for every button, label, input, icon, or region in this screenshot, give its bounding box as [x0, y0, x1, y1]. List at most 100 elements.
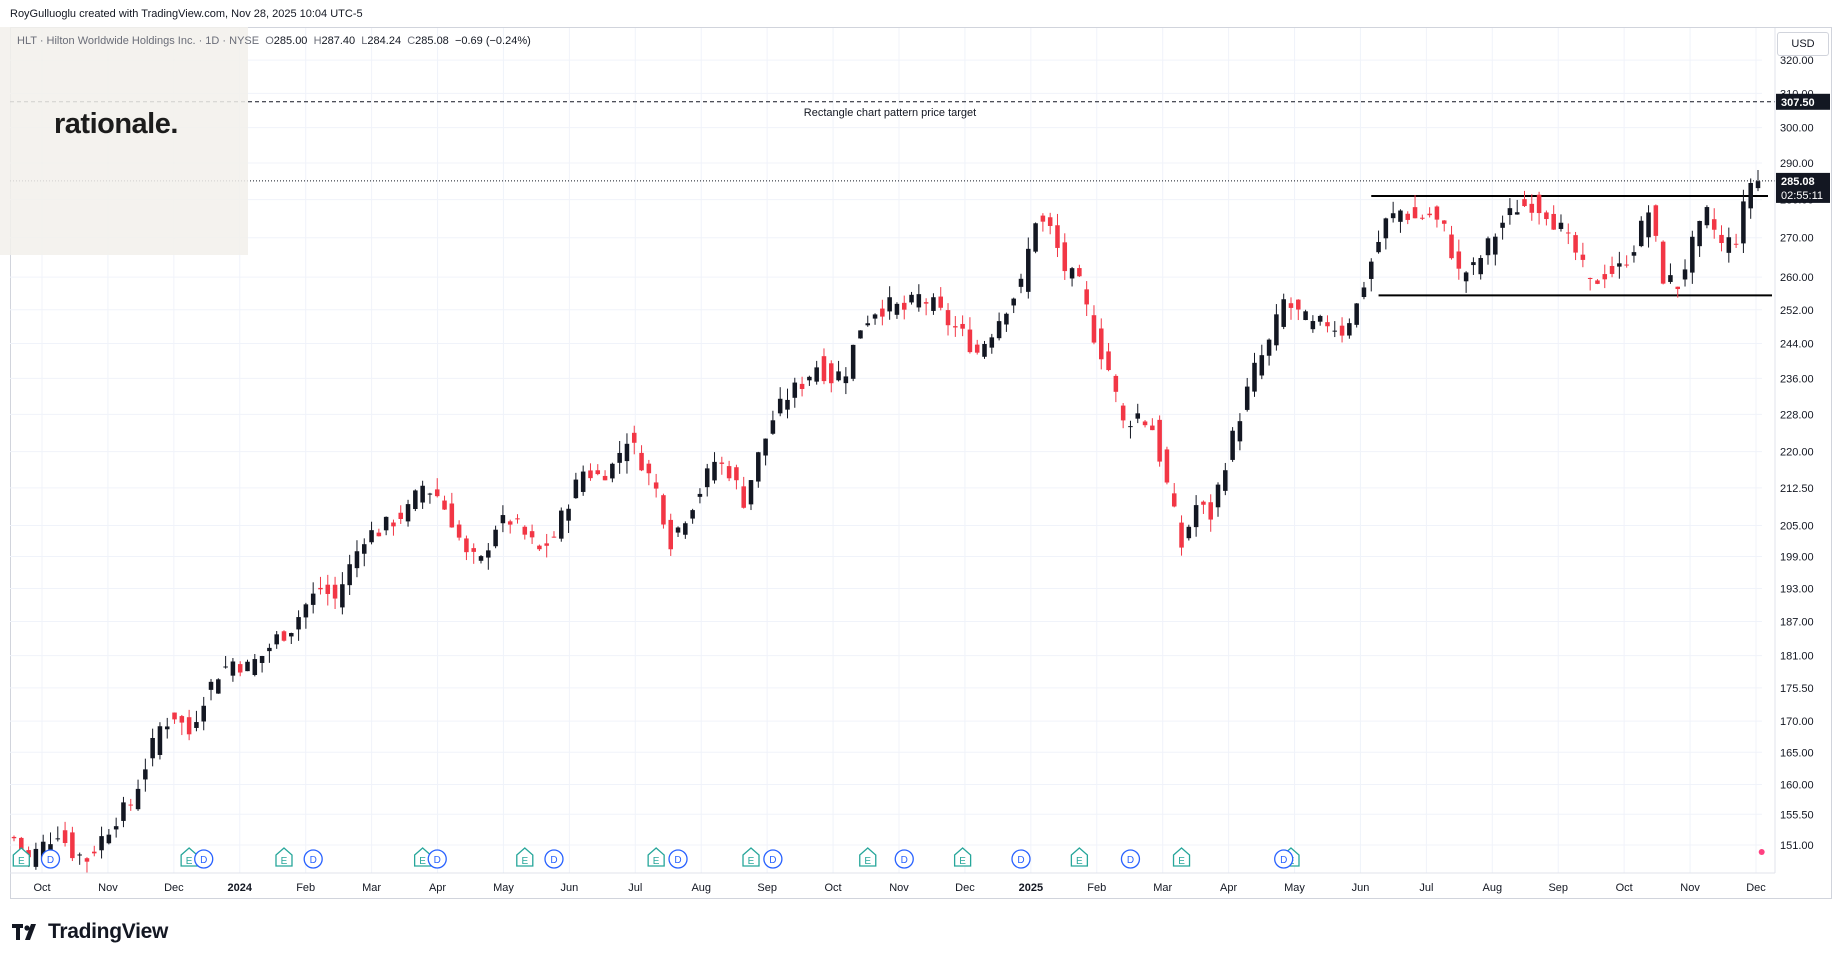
candle-body: [1368, 261, 1374, 279]
candle-body: [1471, 262, 1476, 266]
candle: [1449, 225, 1454, 260]
candle-body: [726, 466, 732, 479]
earnings-marker[interactable]: E: [647, 847, 665, 867]
candle: [960, 315, 965, 337]
price-tick-label: 300.00: [1780, 123, 1814, 135]
time-tick-label: Feb: [296, 882, 315, 894]
candle: [719, 456, 725, 475]
candle-body: [208, 681, 214, 690]
dividend-marker[interactable]: D: [194, 849, 214, 869]
candle: [1237, 413, 1243, 451]
time-tick-label: Nov: [98, 882, 118, 894]
candle: [1091, 305, 1097, 345]
dividend-marker[interactable]: D: [668, 849, 688, 869]
candle-body: [821, 356, 827, 382]
candle: [1631, 245, 1637, 263]
dividend-glyph: D: [674, 855, 681, 866]
dividend-marker[interactable]: D: [763, 849, 783, 869]
candle: [880, 299, 885, 326]
candle: [194, 710, 199, 732]
candle-body: [1704, 207, 1710, 226]
earnings-icon: [647, 847, 665, 867]
candle-body: [1587, 277, 1593, 279]
dividend-marker[interactable]: D: [427, 849, 447, 869]
candle: [1463, 271, 1469, 293]
candle-body: [836, 371, 841, 381]
candle-body: [1711, 219, 1717, 230]
dividend-icon: [1011, 849, 1031, 869]
candle-body: [1456, 251, 1462, 269]
dividend-marker[interactable]: D: [40, 849, 61, 869]
symbol-name[interactable]: HLT · Hilton Worldwide Holdings Inc. · 1…: [17, 35, 260, 47]
candle: [1208, 494, 1213, 532]
currency-selector[interactable]: USD: [1777, 32, 1829, 56]
candle: [1434, 205, 1440, 228]
candle: [340, 572, 345, 615]
candle-body: [1609, 265, 1615, 274]
earnings-marker[interactable]: E: [1070, 847, 1089, 867]
candle-body: [639, 452, 644, 471]
candle: [661, 493, 666, 529]
candle: [230, 657, 236, 682]
price-tick-label: 270.00: [1780, 233, 1814, 245]
time-tick-label: Jul: [1419, 882, 1433, 894]
earnings-marker[interactable]: E: [742, 847, 760, 867]
candle: [872, 313, 878, 325]
dividend-marker[interactable]: D: [894, 849, 914, 869]
earnings-marker[interactable]: E: [12, 847, 30, 867]
candle: [471, 543, 476, 564]
earnings-marker[interactable]: E: [516, 847, 534, 867]
dividend-marker[interactable]: D: [544, 849, 564, 869]
candle-body: [1420, 217, 1425, 219]
candle-body: [989, 337, 995, 348]
candle: [361, 538, 367, 567]
earnings-marker[interactable]: E: [859, 847, 877, 867]
earnings-marker[interactable]: E: [1172, 847, 1191, 867]
candle-body: [1186, 526, 1192, 539]
candle: [675, 526, 681, 538]
earnings-icon: [953, 847, 972, 867]
candle-body: [70, 832, 75, 859]
candle: [551, 531, 557, 538]
candle-body: [1668, 275, 1673, 282]
time-tick-label: 2024: [228, 882, 253, 894]
price-tick-label: 160.00: [1780, 779, 1814, 791]
grid-layer: [10, 28, 1762, 873]
earnings-glyph: E: [1178, 856, 1185, 867]
candle-body: [77, 854, 82, 856]
candle: [770, 410, 776, 435]
close-label: C: [407, 35, 416, 47]
candle-body: [1142, 421, 1148, 426]
candle-body: [237, 664, 243, 673]
dividend-marker[interactable]: D: [1274, 849, 1294, 869]
candle: [1719, 225, 1724, 252]
earnings-marker[interactable]: E: [275, 847, 293, 867]
dividend-marker[interactable]: D: [1120, 849, 1141, 869]
candle-body: [478, 556, 484, 561]
candle: [624, 433, 630, 474]
candle: [493, 525, 498, 549]
candle: [186, 709, 192, 741]
candle: [1529, 194, 1535, 221]
dividend-marker[interactable]: D: [1011, 849, 1031, 869]
candle: [427, 492, 433, 504]
candle-body: [449, 503, 455, 528]
candle-body: [464, 538, 469, 553]
price-tick-label: 199.00: [1780, 552, 1814, 564]
candle: [1755, 170, 1761, 192]
candle-body: [756, 452, 761, 482]
price-tick-label: 181.00: [1780, 651, 1814, 663]
candle-body: [537, 545, 542, 550]
candle-body: [1441, 220, 1447, 224]
candle: [296, 610, 301, 641]
price-tick-label: 155.50: [1780, 809, 1814, 821]
candle-body: [318, 587, 323, 590]
candle: [99, 826, 104, 859]
candle: [865, 315, 871, 327]
dividend-marker[interactable]: D: [303, 849, 323, 869]
candle-body: [99, 836, 104, 851]
candle-body: [683, 523, 688, 535]
candle-body: [1398, 210, 1403, 222]
earnings-marker[interactable]: E: [953, 847, 972, 867]
